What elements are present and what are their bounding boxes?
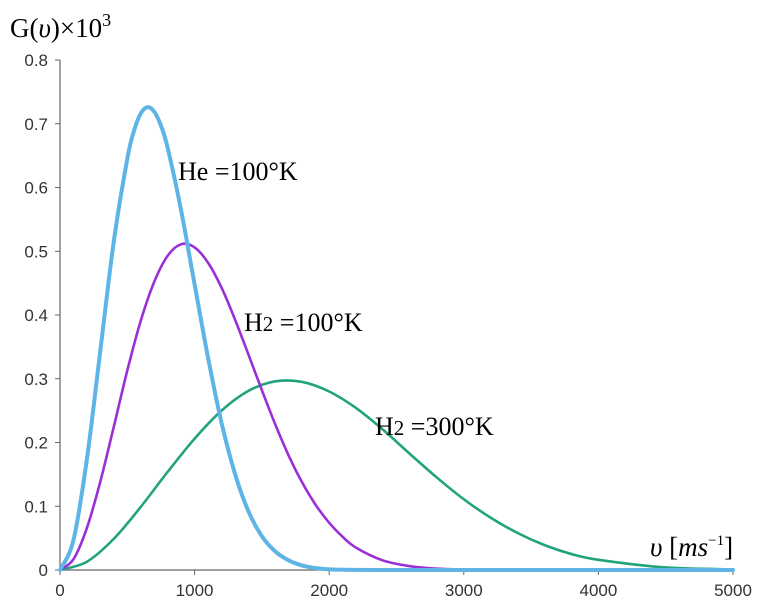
axes <box>59 60 733 571</box>
y-tick-label: 0.4 <box>24 306 48 325</box>
y-tick-label: 0.8 <box>24 51 48 70</box>
y-tick-label: 0 <box>39 561 48 580</box>
y-tick-label: 0.3 <box>24 370 48 389</box>
label-he-100k: He =100°K <box>178 157 298 186</box>
x-tick-label: 3000 <box>445 581 483 600</box>
y-tick-label: 0.7 <box>24 115 48 134</box>
series-line-he-100k <box>58 105 735 573</box>
x-tick-label: 2000 <box>310 581 348 600</box>
y-tick-label: 0.1 <box>24 497 48 516</box>
label-h2-300k: H2 =300°K <box>375 412 494 441</box>
curves <box>58 105 735 573</box>
tick-marks: 0 0.1 0.2 0.3 0.4 0.5 0.6 0.7 0.8 0 1000 2000 3000 40… <box>24 51 752 600</box>
x-tick-label: 0 <box>55 581 64 600</box>
y-tick-label: 0.6 <box>24 179 48 198</box>
y-tick-label: 0.2 <box>24 434 48 453</box>
y-axis-title: G(υ)×103 <box>10 10 111 43</box>
x-axis-title: υ [ms−1] <box>650 532 733 562</box>
series-line-h2-100k <box>58 242 735 572</box>
x-tick-label: 4000 <box>579 581 617 600</box>
y-tick-label: 0.5 <box>24 242 48 261</box>
x-tick-label: 1000 <box>176 581 214 600</box>
series-line-h2-300k <box>58 379 735 572</box>
x-tick-label: 5000 <box>714 581 752 600</box>
label-h2-100k: H2 =100°K <box>244 308 363 337</box>
